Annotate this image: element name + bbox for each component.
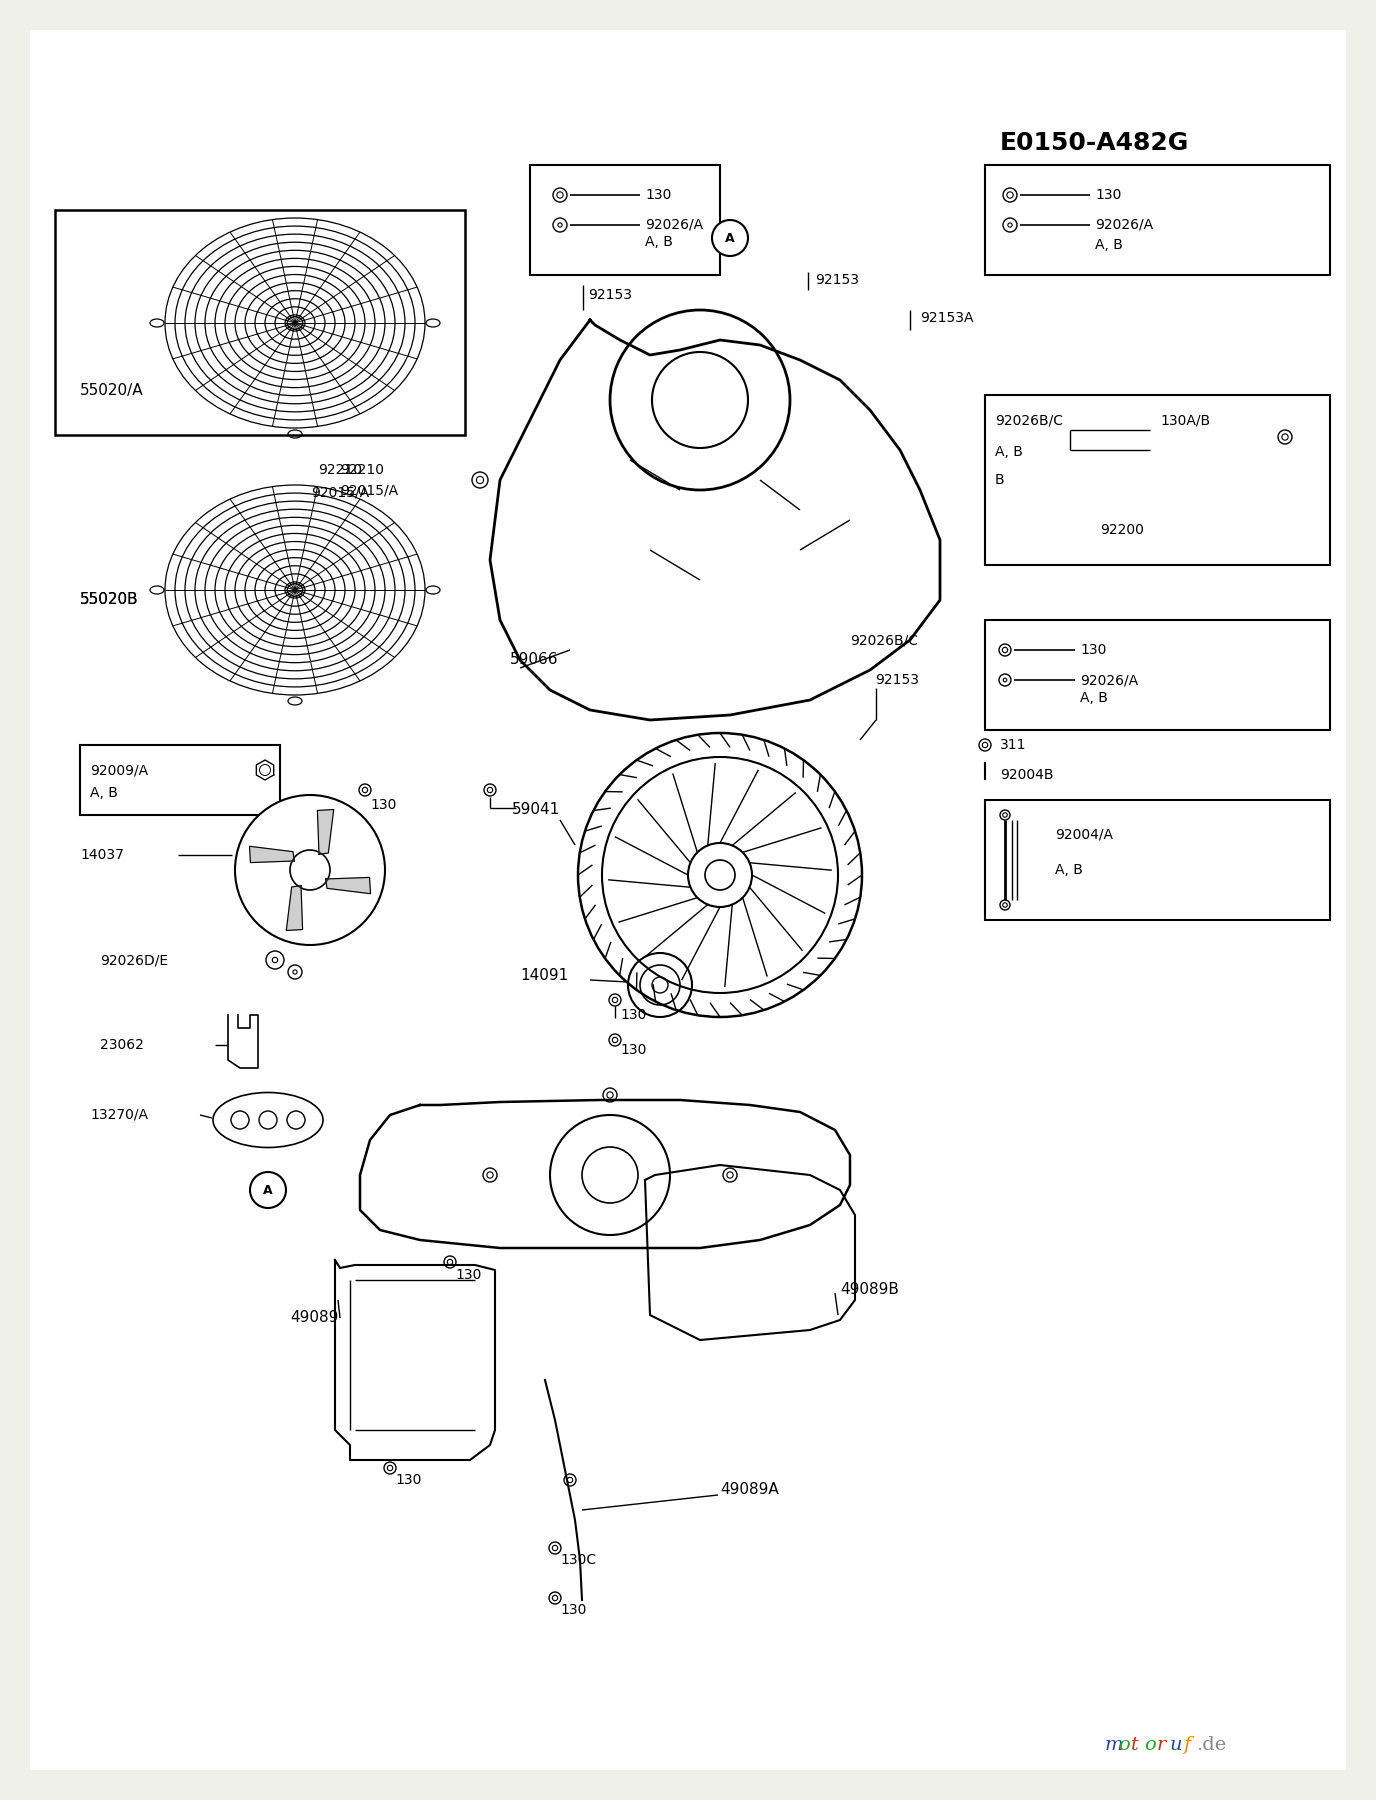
Text: o: o (1143, 1735, 1156, 1753)
Circle shape (688, 842, 753, 907)
Text: A, B: A, B (1055, 862, 1083, 877)
Circle shape (290, 850, 330, 889)
Circle shape (652, 353, 749, 448)
Text: B: B (995, 473, 1004, 488)
Text: 92026/A: 92026/A (1080, 673, 1138, 688)
Text: E0150-A482G: E0150-A482G (1000, 131, 1189, 155)
Text: 311: 311 (1000, 738, 1026, 752)
Text: A, B: A, B (995, 445, 1022, 459)
Text: 49089: 49089 (290, 1310, 338, 1325)
Text: 130: 130 (1095, 187, 1121, 202)
Text: A, B: A, B (645, 236, 673, 248)
Circle shape (610, 310, 790, 490)
Text: 130: 130 (560, 1604, 586, 1616)
Text: 55020B: 55020B (80, 592, 139, 608)
Text: 92026/A: 92026/A (645, 218, 703, 232)
Text: 92015/A: 92015/A (340, 482, 398, 497)
Circle shape (711, 220, 749, 256)
Bar (985, 799, 1331, 920)
Text: 92153: 92153 (875, 673, 919, 688)
Circle shape (603, 758, 838, 994)
Text: 130: 130 (621, 1008, 647, 1022)
Text: 130A/B: 130A/B (1160, 412, 1210, 427)
Circle shape (705, 860, 735, 889)
Text: 130: 130 (1080, 643, 1106, 657)
Circle shape (250, 1172, 286, 1208)
Text: t: t (1131, 1735, 1139, 1753)
Bar (985, 166, 1331, 275)
Text: 92009/A: 92009/A (89, 763, 149, 778)
Bar (985, 394, 1331, 565)
Text: 14091: 14091 (520, 968, 568, 983)
Bar (80, 745, 279, 815)
Bar (55, 211, 465, 436)
Text: 92153: 92153 (588, 288, 632, 302)
Circle shape (235, 796, 385, 945)
Text: A, B: A, B (1095, 238, 1123, 252)
Polygon shape (326, 877, 370, 895)
Text: 92210: 92210 (340, 463, 384, 477)
Text: 92026D/E: 92026D/E (100, 952, 168, 967)
Text: 130: 130 (395, 1472, 421, 1487)
Polygon shape (286, 886, 303, 931)
Text: m: m (1105, 1735, 1123, 1753)
Text: 59041: 59041 (512, 803, 560, 817)
Text: 92200: 92200 (1099, 524, 1143, 536)
Text: A, B: A, B (1080, 691, 1108, 706)
Bar (985, 619, 1331, 731)
Text: 92026/A: 92026/A (1095, 218, 1153, 232)
Text: u: u (1170, 1735, 1182, 1753)
Text: A: A (263, 1184, 272, 1197)
Bar (530, 166, 720, 275)
Text: A: A (725, 232, 735, 245)
Text: 49089B: 49089B (839, 1282, 899, 1298)
Text: 92153A: 92153A (921, 311, 973, 326)
Text: 130: 130 (370, 797, 396, 812)
Text: o: o (1117, 1735, 1130, 1753)
Text: 130: 130 (621, 1042, 647, 1057)
Text: 92026B/C: 92026B/C (995, 412, 1064, 427)
Text: 55020B: 55020B (80, 592, 139, 608)
Text: .de: .de (1196, 1735, 1226, 1753)
Text: 92004/A: 92004/A (1055, 828, 1113, 842)
Text: 55020/A: 55020/A (80, 383, 143, 398)
Text: f: f (1183, 1735, 1190, 1753)
Text: 92015/A: 92015/A (311, 484, 369, 499)
Polygon shape (249, 846, 294, 862)
Text: 92153: 92153 (815, 274, 859, 286)
Text: r: r (1157, 1735, 1167, 1753)
Text: 92004B: 92004B (1000, 769, 1054, 781)
Text: 92026B/C: 92026B/C (850, 634, 918, 646)
Text: 14037: 14037 (80, 848, 124, 862)
Text: 130: 130 (645, 187, 671, 202)
Text: 13270/A: 13270/A (89, 1109, 149, 1121)
Text: 49089A: 49089A (720, 1483, 779, 1498)
Text: 130C: 130C (560, 1553, 596, 1568)
Text: 92210: 92210 (318, 463, 362, 477)
Text: 130: 130 (455, 1267, 482, 1282)
Text: 23062: 23062 (100, 1039, 144, 1051)
Polygon shape (318, 810, 334, 855)
Text: A, B: A, B (89, 787, 118, 799)
Text: 59066: 59066 (510, 653, 559, 668)
